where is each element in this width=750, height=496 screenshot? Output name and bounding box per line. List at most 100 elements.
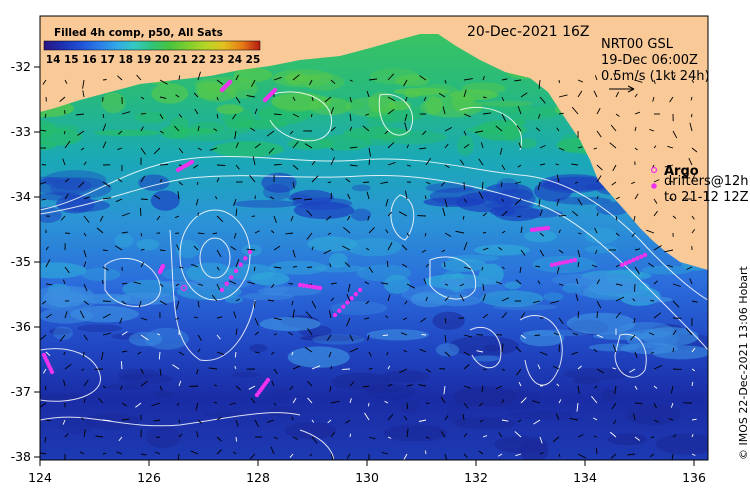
current-arrow: [595, 448, 598, 455]
current-arrow: [102, 197, 112, 200]
sst-patch: [284, 422, 337, 440]
current-arrow: [577, 146, 583, 149]
x-tick-label: 134: [573, 470, 597, 485]
current-arrow: [386, 260, 389, 268]
current-arrow: [209, 147, 218, 151]
current-arrow: [672, 215, 677, 219]
current-arrow: [593, 435, 598, 438]
current-arrow: [235, 298, 240, 302]
current-arrow: [176, 244, 180, 251]
current-arrow: [444, 164, 450, 168]
current-arrow: [326, 334, 332, 341]
current-arrow: [380, 282, 389, 285]
current-arrow: [649, 128, 655, 132]
current-arrow: [401, 332, 408, 336]
current-arrow: [121, 231, 128, 234]
sst-patch: [456, 135, 475, 156]
current-arrow: [404, 300, 408, 305]
current-arrow: [498, 246, 503, 251]
current-arrow: [368, 159, 371, 166]
current-arrow: [306, 209, 313, 217]
sst-patch: [452, 92, 474, 113]
current-arrow: [195, 402, 199, 411]
current-arrow: [64, 311, 68, 319]
current-arrow: [444, 283, 449, 286]
sst-patch: [299, 335, 363, 342]
current-arrow: [575, 294, 579, 302]
current-arrow: [364, 317, 370, 320]
current-arrow: [444, 296, 449, 302]
x-tick-label: 132: [464, 470, 488, 485]
current-arrow: [159, 368, 162, 376]
date-label: 20-Dec-2021 16Z: [467, 24, 590, 40]
current-arrow: [83, 334, 88, 341]
current-arrow: [292, 113, 300, 118]
current-arrow: [631, 181, 636, 185]
sst-patch: [655, 433, 708, 455]
sst-patch: [287, 193, 310, 201]
sst-patch: [393, 87, 450, 96]
current-arrow: [615, 283, 623, 286]
current-arrow: [515, 453, 522, 457]
sst-patch: [356, 264, 412, 282]
current-arrow: [558, 283, 564, 286]
current-arrow: [330, 79, 336, 85]
current-arrow: [691, 147, 698, 153]
current-arrow: [344, 261, 351, 268]
current-arrow: [520, 92, 528, 98]
sst-patch: [263, 184, 291, 201]
sst-patch: [138, 174, 170, 191]
current-arrow: [45, 313, 52, 319]
current-arrow: [634, 147, 638, 151]
current-arrow: [270, 446, 275, 455]
current-arrow: [533, 300, 541, 304]
current-arrow: [482, 313, 489, 319]
current-arrow: [596, 164, 603, 171]
sst-patch: [153, 391, 175, 398]
current-arrow: [178, 147, 184, 154]
current-arrow: [172, 364, 180, 370]
current-arrow: [349, 347, 359, 353]
current-arrow: [327, 232, 332, 235]
drifter-point: [49, 369, 55, 375]
current-arrow: [444, 79, 447, 84]
current-arrow: [382, 334, 389, 337]
current-arrow: [689, 278, 693, 285]
sst-patch: [540, 105, 557, 116]
sst-patch: [50, 177, 112, 199]
sst-patch: [225, 295, 244, 304]
drifter-point: [243, 256, 248, 261]
current-arrow: [197, 125, 200, 132]
drifter-point: [639, 254, 644, 259]
current-arrow: [64, 79, 68, 84]
sst-patch: [651, 345, 708, 360]
x-tick-label: 128: [246, 470, 270, 485]
product-label: NRT00 GSL: [601, 37, 673, 52]
current-arrow: [213, 128, 218, 132]
current-arrow: [691, 418, 697, 421]
current-arrow: [501, 399, 505, 404]
current-arrow: [613, 72, 617, 81]
current-arrow: [159, 283, 164, 288]
current-arrow: [235, 164, 240, 170]
current-arrow: [192, 164, 199, 169]
current-arrow: [40, 129, 47, 132]
current-arrow: [190, 450, 199, 455]
current-arrow: [139, 207, 142, 217]
current-arrow: [424, 450, 427, 455]
current-arrow: [249, 453, 256, 460]
current-arrow: [482, 112, 492, 115]
current-arrow: [362, 385, 370, 388]
current-arrow: [366, 90, 370, 98]
drifter-point: [341, 304, 346, 309]
current-arrow: [158, 351, 161, 360]
current-arrow: [232, 113, 237, 120]
current-arrow: [555, 413, 560, 421]
current-arrow: [537, 181, 541, 190]
current-arrow: [323, 249, 332, 255]
current-arrow: [517, 105, 522, 115]
current-arrow: [232, 451, 237, 455]
sst-patch: [160, 125, 190, 139]
argo-float: [180, 284, 188, 292]
current-arrow: [102, 113, 105, 118]
